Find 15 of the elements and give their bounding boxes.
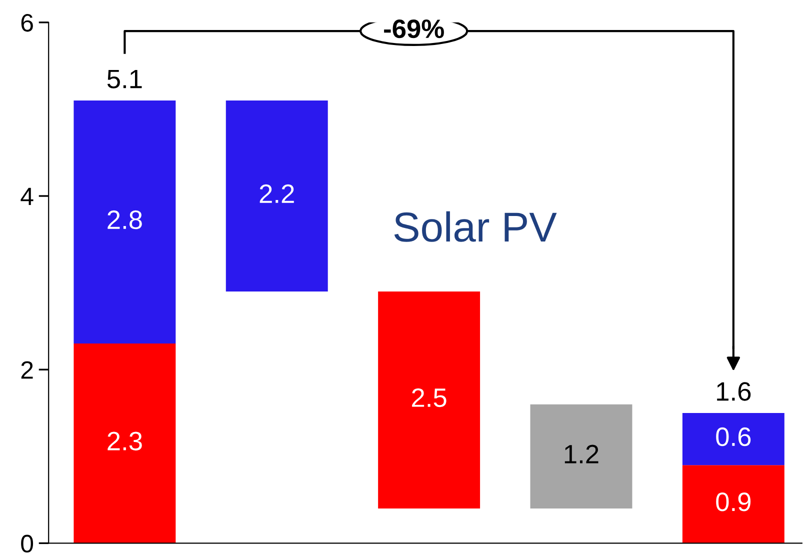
y-tick-label: 6 (21, 14, 33, 32)
data-label: 2.8 (108, 210, 142, 230)
data-label: 0.9 (716, 492, 751, 512)
data-label: 1.2 (564, 444, 598, 464)
data-label: 2.2 (260, 184, 294, 203)
y-tick-label: 0 (21, 534, 34, 553)
total-label: 5.1 (107, 70, 142, 88)
annotation: Solar PV (394, 211, 557, 242)
annotation: -69% (384, 19, 444, 38)
data-label: 2.5 (412, 388, 446, 408)
y-tick-label: 4 (20, 188, 34, 206)
data-label: 2.3 (108, 432, 142, 450)
y-tick-label: 2 (21, 361, 33, 379)
total-label: 1.6 (717, 382, 751, 401)
data-label: 0.6 (716, 427, 751, 446)
